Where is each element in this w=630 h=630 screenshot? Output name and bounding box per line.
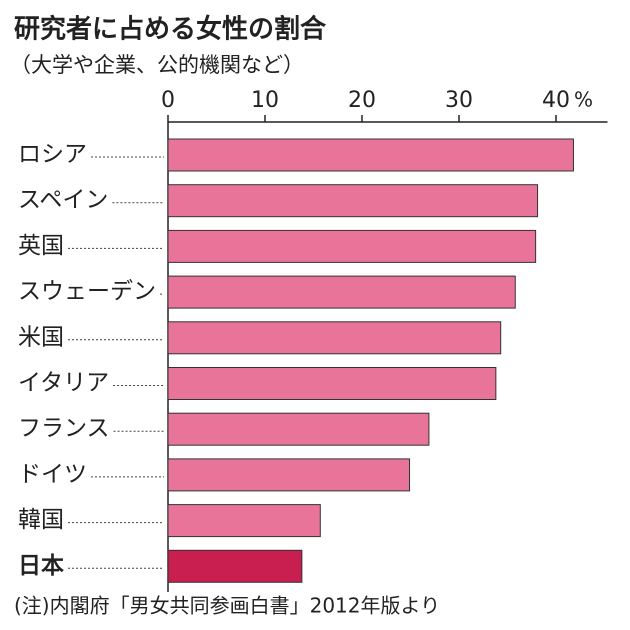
bar <box>167 138 574 172</box>
x-tick-label: 30 <box>445 88 473 113</box>
y-tick-label: スウェーデン <box>18 279 156 305</box>
bar <box>167 229 537 263</box>
bar <box>167 549 303 583</box>
bar <box>167 412 430 446</box>
y-tick-label: ロシア <box>18 142 87 168</box>
chart-title: 研究者に占める女性の割合 <box>14 14 327 45</box>
y-tick-label: 韓国 <box>18 507 64 533</box>
y-tick-label: スペイン <box>18 187 108 213</box>
x-tick-label: 20 <box>348 88 376 113</box>
x-unit: % <box>574 88 593 112</box>
y-tick-label: ドイツ <box>18 461 87 487</box>
y-tick-label: フランス <box>18 416 110 442</box>
y-tick-label: 米国 <box>18 324 64 350</box>
x-tick-label: 0 <box>161 88 175 113</box>
bar <box>167 184 539 218</box>
bar <box>167 321 502 355</box>
chart-subtitle: （大学や企業、公的機関など） <box>10 53 304 77</box>
y-tick-label: 英国 <box>18 233 64 259</box>
x-tick-label: 10 <box>251 88 279 113</box>
bar <box>167 504 321 538</box>
source-note: (注)内閣府「男女共同参画白書」2012年版より <box>14 594 440 618</box>
y-tick-label: イタリア <box>18 370 109 396</box>
x-tick-label: 40 <box>542 88 570 113</box>
bar <box>167 367 497 400</box>
y-tick-label: 日本 <box>18 553 64 579</box>
bar <box>167 275 516 309</box>
bar <box>167 458 411 492</box>
